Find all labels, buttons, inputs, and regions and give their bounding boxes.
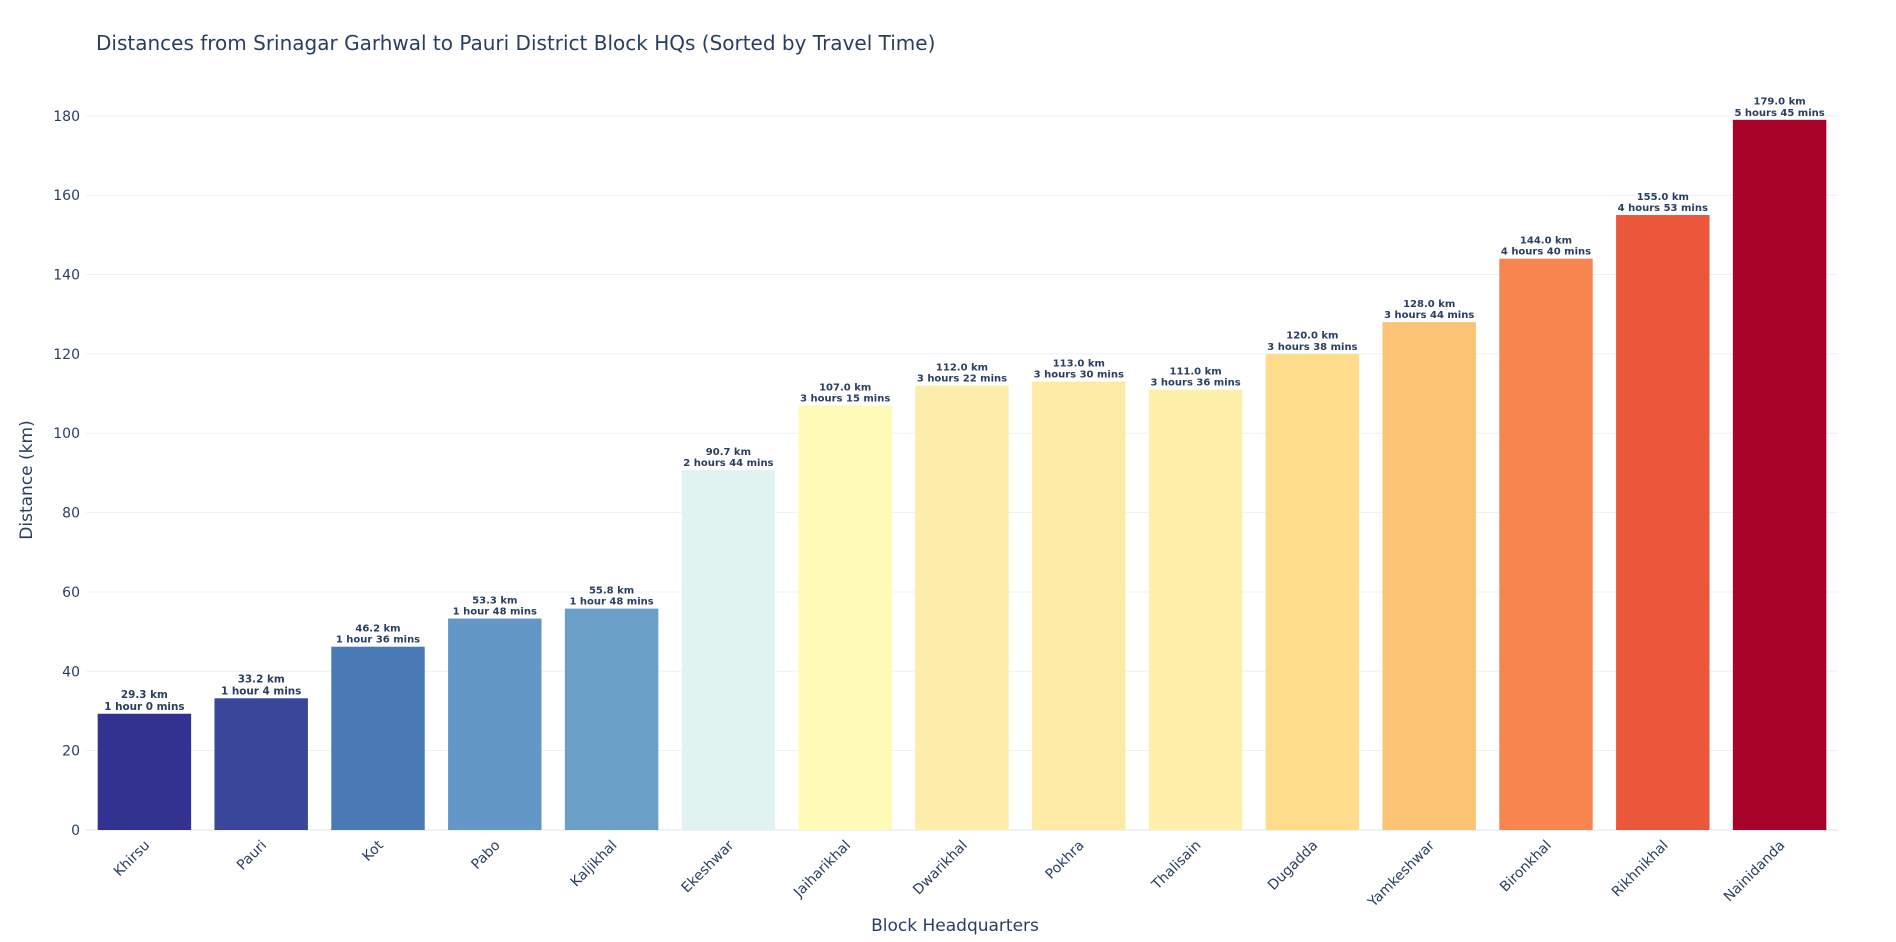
bar [798,405,892,830]
bar-data-label: 113.0 km 3 hours 30 mins [1034,358,1124,380]
x-tick-label: Pabo [468,838,503,873]
x-tick-label: Khirsu [111,838,153,880]
bar-data-label: 90.7 km 2 hours 44 mins [683,447,773,469]
bar-data-label: 179.0 km 5 hours 45 mins [1734,97,1824,119]
bar-data-label-line: 111.0 km [1170,366,1222,377]
bar-data-label-line: 1 hour 36 mins [336,635,420,646]
bar-data-label-line: 33.2 km [238,674,285,686]
y-tick-label: 20 [62,744,80,760]
bar [1616,215,1710,830]
bar-data-label-line: 179.0 km [1754,97,1806,108]
x-tick-label: Kaljikhal [568,838,621,891]
bar [915,385,1009,830]
bar-data-label-line: 29.3 km [121,689,168,701]
bar-data-label: 33.2 km 1 hour 4 mins [221,674,301,698]
bar [1148,389,1243,830]
x-tick-label: Dwarikhal [910,838,971,899]
x-tick-label: Thalisain [1148,838,1204,894]
bar-data-label: 111.0 km 3 hours 36 mins [1150,366,1240,388]
x-tick-label: Bironkhal [1497,838,1555,896]
bar [97,713,192,830]
bar [1732,119,1827,830]
bar-data-label: 144.0 km 4 hours 40 mins [1501,235,1591,257]
chart-title: Distances from Srinagar Garhwal to Pauri… [96,31,935,55]
bar-data-label: 29.3 km 1 hour 0 mins [104,689,184,713]
x-tick-label: Kot [360,837,388,865]
bar [331,646,425,830]
bar [1032,381,1126,830]
x-tick-label: Rikhnikhal [1609,838,1672,901]
bar-data-label-line: 3 hours 30 mins [1034,370,1124,381]
x-axis-title: Block Headquarters [871,916,1039,936]
bar-data-label-line: 90.7 km [706,447,751,458]
y-tick-label: 0 [71,823,80,839]
y-tick-label: 120 [53,347,80,363]
bar-data-label-line: 155.0 km [1637,192,1689,203]
bar-data-label-line: 55.8 km [589,585,634,596]
bar [214,698,308,830]
bar-data-label-line: 112.0 km [936,362,988,373]
y-tick-label: 160 [53,188,80,204]
bar [681,470,776,830]
x-axis-ticks: Khirsu Pauri Kot Pabo Kaljikhal Ekeshwar Jaiha… [111,837,1789,911]
bar-data-label-line: 1 hour 48 mins [569,597,653,608]
x-tick-label: Pauri [234,838,270,874]
x-tick-label: Pokhra [1042,838,1087,883]
bar-data-label-line: 53.3 km [472,595,517,606]
bar-data-label: 112.0 km 3 hours 22 mins [917,362,1007,384]
bar-data-label-line: 4 hours 53 mins [1618,203,1708,214]
bar [1265,353,1360,830]
bar-data-label-line: 46.2 km [355,623,400,634]
bar-data-label: 55.8 km 1 hour 48 mins [569,585,653,607]
bar-data-label-line: 107.0 km [819,382,871,393]
bar-data-label-line: 5 hours 45 mins [1734,108,1824,119]
y-tick-label: 100 [53,426,80,442]
bar-data-label-line: 2 hours 44 mins [683,458,773,469]
y-axis-ticks: 0 20 40 60 80 100 120 140 160 180 [53,109,80,839]
bar-data-label-line: 1 hour 0 mins [104,701,184,713]
x-tick-label: Ekeshwar [679,837,738,896]
bar-data-label: 46.2 km 1 hour 36 mins [336,623,420,645]
bar-data-label-line: 144.0 km [1520,235,1572,246]
y-axis-title: Distance (km) [17,420,37,539]
x-tick-label: Jaiharikhal [790,838,854,902]
bar-data-label-line: 3 hours 36 mins [1150,378,1240,389]
bar-data-label-line: 3 hours 44 mins [1384,310,1474,321]
bar [1499,258,1593,830]
bar-data-label-line: 3 hours 15 mins [800,393,890,404]
bar [1382,322,1476,830]
y-tick-label: 40 [62,664,80,680]
bar-data-label-line: 1 hour 48 mins [453,607,537,618]
bar-data-label-line: 3 hours 22 mins [917,374,1007,385]
bar-data-label: 53.3 km 1 hour 48 mins [453,595,537,617]
bar-data-label: 120.0 km 3 hours 38 mins [1267,331,1357,353]
bar-data-label-line: 4 hours 40 mins [1501,247,1591,258]
bar-data-label: 128.0 km 3 hours 44 mins [1384,299,1474,321]
bar [448,618,542,830]
y-tick-label: 140 [53,268,80,284]
bar-data-label: 107.0 km 3 hours 15 mins [800,382,890,404]
bar-data-label-line: 128.0 km [1403,299,1455,310]
bars [97,119,1827,830]
bar-labels: 29.3 km 1 hour 0 mins 33.2 km 1 hour 4 mins… [104,97,1825,713]
bar-data-label: 155.0 km 4 hours 53 mins [1618,192,1708,214]
y-tick-label: 60 [62,585,80,601]
y-tick-label: 180 [53,109,80,125]
x-tick-label: Naini­danda [1721,838,1789,906]
x-tick-label: Dugadda [1265,838,1321,894]
bar [564,608,659,830]
bar-data-label-line: 1 hour 4 mins [221,685,301,697]
x-tick-label: Yamkeshwar [1364,837,1438,911]
y-tick-label: 80 [62,506,80,522]
bar-data-label-line: 120.0 km [1286,331,1338,342]
bar-data-label-line: 113.0 km [1053,358,1105,369]
bar-data-label-line: 3 hours 38 mins [1267,342,1357,353]
